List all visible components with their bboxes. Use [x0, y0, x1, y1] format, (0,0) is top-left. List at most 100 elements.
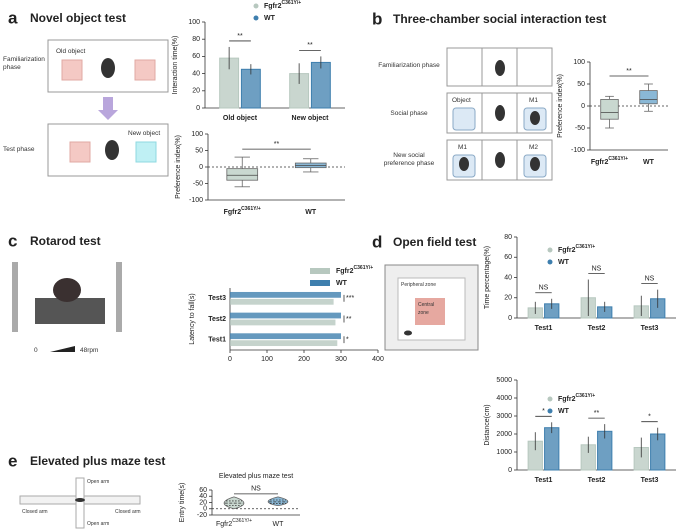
y-tick-label: -100	[189, 197, 203, 204]
y-tick-label: 0	[199, 164, 203, 171]
bar	[230, 333, 341, 340]
x-tick-label: Old object	[223, 115, 258, 122]
significance: **	[594, 410, 600, 417]
arm-label: Closed arm	[22, 509, 48, 515]
significance: **	[626, 68, 632, 75]
legend-swatch	[310, 268, 330, 274]
y-tick-label: 20	[192, 88, 200, 95]
x-tick-label: Test3	[641, 325, 659, 332]
y-tick-label: -50	[193, 180, 203, 187]
y-tick-label: 100	[573, 59, 585, 66]
mouse	[404, 330, 412, 336]
object-label: Old object	[56, 48, 86, 55]
x-axis-label: Latency to fall(s)	[189, 293, 196, 344]
legend-label: WT	[264, 15, 276, 22]
x-tick-label: Fgfr2C361Y/+	[591, 156, 628, 166]
violin	[267, 496, 289, 507]
x-tick-label: 300	[335, 356, 347, 363]
y-tick-label: 0	[508, 467, 512, 474]
legend-label: Fgfr2C361Y/+	[558, 244, 595, 254]
y-tick-label: 50	[577, 81, 585, 88]
significance: NS	[592, 265, 602, 272]
significance: **	[346, 316, 352, 323]
panel-letter: d	[372, 232, 382, 251]
phase-label: Test phase	[3, 146, 35, 153]
legend-swatch	[310, 280, 330, 286]
panel-letter: b	[372, 9, 382, 28]
legend-label: WT	[558, 259, 570, 266]
phase-label: New social preference phase	[383, 152, 435, 167]
panel-letter: e	[8, 451, 17, 470]
phase-label: Familiarization phase	[3, 56, 45, 71]
y-axis-label: Preference index(%)	[557, 74, 564, 138]
y-tick-label: 20	[504, 295, 512, 302]
x-tick-label: WT	[305, 209, 317, 216]
y-tick-label: 40	[199, 493, 207, 500]
legend-label: Fgfr2C361Y/+	[558, 393, 595, 403]
cup-label: M1	[529, 97, 539, 104]
cup-label: M2	[529, 144, 539, 151]
central-zone	[415, 298, 445, 325]
legend-swatch	[547, 247, 553, 253]
y-tick-label: -20	[197, 512, 207, 519]
bar	[230, 312, 341, 319]
box	[600, 99, 619, 120]
x-tick-label: WT	[643, 159, 655, 166]
bar	[310, 61, 331, 109]
y-tick-label: 80	[504, 234, 512, 241]
x-tick-label: Fgfr2C361Y/+	[216, 518, 252, 528]
legend-swatch	[253, 15, 259, 21]
mouse	[75, 498, 85, 502]
x-tick-label: Test1	[535, 325, 553, 332]
mouse	[101, 58, 115, 78]
object	[61, 59, 83, 81]
y-tick-label: -50	[575, 125, 585, 132]
panel-title: Novel object test	[30, 11, 126, 25]
significance: ***	[346, 295, 354, 302]
y-tick-label: 60	[504, 254, 512, 261]
y-axis-label: Preference index(%)	[175, 135, 182, 199]
y-tick-label: 80	[192, 36, 200, 43]
y-tick-label: 4000	[496, 395, 512, 402]
y-tick-label: Test2	[208, 316, 226, 323]
y-tick-label: 3000	[496, 413, 512, 420]
y-tick-label: 60	[199, 487, 207, 494]
legend-label: Fgfr2C361Y/+	[336, 265, 373, 275]
y-tick-label: 100	[188, 19, 200, 26]
cup-label: Object	[452, 97, 471, 104]
y-tick-label: 40	[192, 70, 200, 77]
arm-label: Open arm	[87, 479, 110, 485]
bar	[544, 427, 560, 471]
x-tick-label: New object	[292, 115, 330, 122]
y-tick-label: Test1	[208, 337, 226, 344]
zone-label: Central zone	[418, 302, 435, 316]
phase-label: Social phase	[390, 110, 428, 117]
x-tick-label: Test2	[588, 325, 606, 332]
x-tick-label: 100	[261, 356, 273, 363]
mice	[459, 60, 540, 171]
cups	[452, 107, 547, 178]
x-tick-label: WT	[273, 521, 285, 528]
x-tick-label: 200	[298, 356, 310, 363]
y-tick-label: Test3	[208, 295, 226, 302]
y-tick-label: 60	[192, 53, 200, 60]
bar	[240, 68, 261, 109]
bar	[230, 319, 336, 326]
frame	[116, 262, 122, 332]
panel-title: Open field test	[393, 235, 476, 249]
zone-label: Peripheral zone	[401, 282, 437, 288]
legend-label: WT	[558, 408, 570, 415]
x-tick-label: Test1	[535, 477, 553, 484]
open-arms	[75, 477, 85, 529]
y-tick-label: 2000	[496, 431, 512, 438]
panel-letter: c	[8, 231, 17, 250]
legend-swatch	[547, 259, 553, 265]
significance: **	[274, 141, 280, 148]
legend-swatch	[547, 408, 553, 414]
y-tick-label: 0	[196, 105, 200, 112]
panel-letter: a	[8, 8, 18, 27]
arm-label: Open arm	[87, 521, 110, 527]
speed-label: 48rpm	[80, 347, 99, 354]
